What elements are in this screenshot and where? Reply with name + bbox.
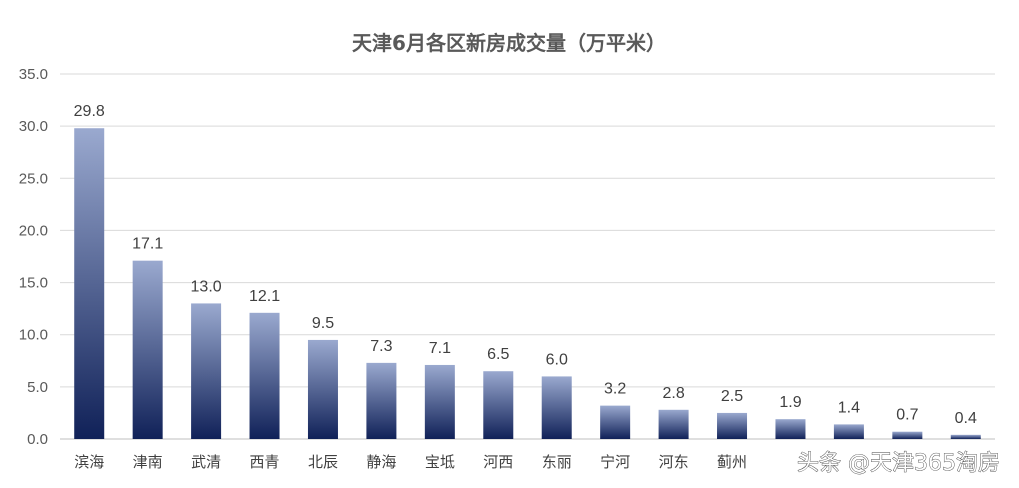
data-label: 2.8 [662, 385, 684, 402]
data-label: 6.5 [487, 346, 509, 363]
bar [892, 431, 923, 439]
bar [833, 424, 864, 439]
bar [191, 303, 222, 439]
y-axis-ticks: 0.0 5.0 10.0 15.0 20.0 25.0 30.0 35.0 [19, 66, 48, 448]
y-tick-label: 30.0 [19, 118, 48, 135]
bar [307, 339, 338, 439]
bar [132, 260, 163, 439]
bar [950, 434, 981, 439]
x-tick-label: 宁河 [600, 453, 630, 471]
bar [600, 405, 631, 439]
watermark-text: 头条 @天津365淘房 [797, 451, 1000, 476]
y-tick-label: 0.0 [27, 431, 48, 448]
data-label: 1.4 [838, 399, 860, 416]
x-tick-label: 北辰 [308, 453, 338, 471]
x-tick-label: 东丽 [542, 453, 572, 471]
data-label: 7.1 [429, 340, 451, 357]
data-label: 0.4 [955, 410, 977, 427]
y-tick-label: 35.0 [19, 66, 48, 83]
x-tick-label: 西青 [250, 453, 280, 471]
bar [366, 362, 397, 439]
data-label: 29.8 [74, 103, 105, 120]
x-tick-label: 武清 [191, 453, 221, 471]
y-tick-label: 20.0 [19, 222, 48, 239]
y-tick-label: 5.0 [27, 379, 48, 396]
y-tick-label: 25.0 [19, 170, 48, 187]
data-label: 17.1 [132, 236, 163, 253]
x-tick-label: 宝坻 [425, 453, 455, 471]
x-axis-ticks: 滨海 津南 武清 西青 北辰 静海 宝坻 河西 东丽 宁河 河东 蓟州 [74, 453, 747, 471]
bar [74, 128, 105, 439]
data-label: 9.5 [312, 315, 334, 332]
y-tick-label: 15.0 [19, 275, 48, 292]
bar [717, 412, 748, 439]
data-labels: 29.8 17.1 13.0 12.1 9.5 7.3 7.1 6.5 6.0 3.2 2.8 2.5… [74, 103, 977, 427]
data-label: 3.2 [604, 381, 626, 398]
data-label: 6.0 [546, 351, 568, 368]
bar [424, 364, 455, 439]
bars [74, 128, 981, 439]
x-tick-label: 静海 [366, 453, 396, 471]
x-tick-label: 滨海 [74, 453, 104, 471]
bar [249, 312, 280, 439]
data-label: 13.0 [191, 278, 222, 295]
bar [483, 371, 514, 439]
data-label: 7.3 [370, 338, 392, 355]
x-tick-label: 津南 [133, 453, 163, 471]
x-tick-label: 河西 [483, 453, 513, 471]
chart-title: 天津6月各区新房成交量（万平米） [352, 31, 666, 55]
data-label: 12.1 [249, 288, 280, 305]
data-label: 0.7 [896, 407, 918, 424]
bar [775, 419, 806, 439]
bar [658, 409, 689, 439]
bar [541, 376, 572, 439]
data-label: 2.5 [721, 388, 743, 405]
data-label: 1.9 [779, 394, 801, 411]
y-tick-label: 10.0 [19, 327, 48, 344]
x-tick-label: 河东 [659, 453, 689, 471]
x-tick-label: 蓟州 [717, 453, 747, 471]
